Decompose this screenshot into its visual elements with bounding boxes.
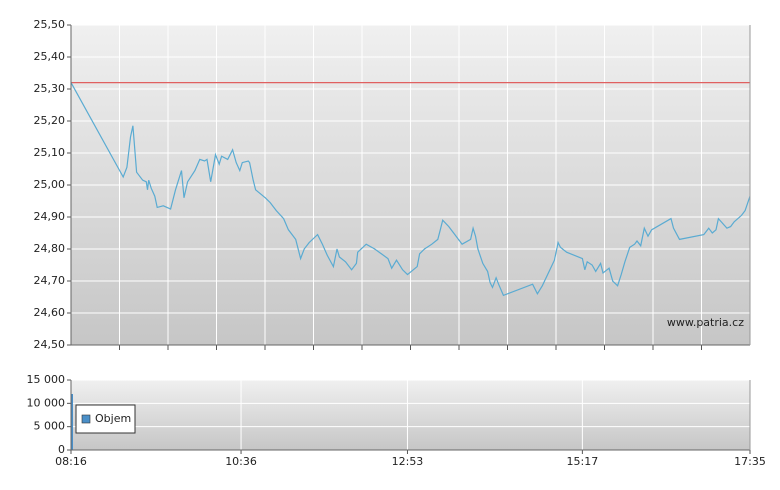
y-tick-label: 25,20 xyxy=(34,114,66,127)
y-tick-label: 24,60 xyxy=(34,306,66,319)
legend-label: Objem xyxy=(95,412,131,425)
x-tick-label: 15:17 xyxy=(567,455,599,468)
y-tick-label: 24,50 xyxy=(34,338,66,351)
y-tick-label: 25,00 xyxy=(34,178,66,191)
y-tick-label: 24,70 xyxy=(34,274,66,287)
volume-bar xyxy=(71,394,73,450)
y-tick-label: 25,50 xyxy=(34,18,66,31)
y-tick-label: 25,10 xyxy=(34,146,66,159)
y-tick-label: 24,90 xyxy=(34,210,66,223)
x-tick-label: 12:53 xyxy=(392,455,424,468)
y-tick-label: 25,30 xyxy=(34,82,66,95)
x-tick-label: 08:16 xyxy=(55,455,87,468)
y-tick-label: 10 000 xyxy=(27,396,66,409)
x-tick-label: 17:35 xyxy=(734,455,766,468)
price-line xyxy=(70,82,751,297)
y-tick-label: 5 000 xyxy=(34,420,66,433)
legend-swatch xyxy=(81,414,91,424)
y-tick-label: 15 000 xyxy=(27,373,66,386)
volume-plot-area xyxy=(71,380,750,450)
x-tick-label: 10:36 xyxy=(225,455,257,468)
y-tick-label: 25,40 xyxy=(34,50,66,63)
y-tick-label: 24,80 xyxy=(34,242,66,255)
y-tick-label: 0 xyxy=(58,443,65,456)
watermark: www.patria.cz xyxy=(667,316,744,329)
